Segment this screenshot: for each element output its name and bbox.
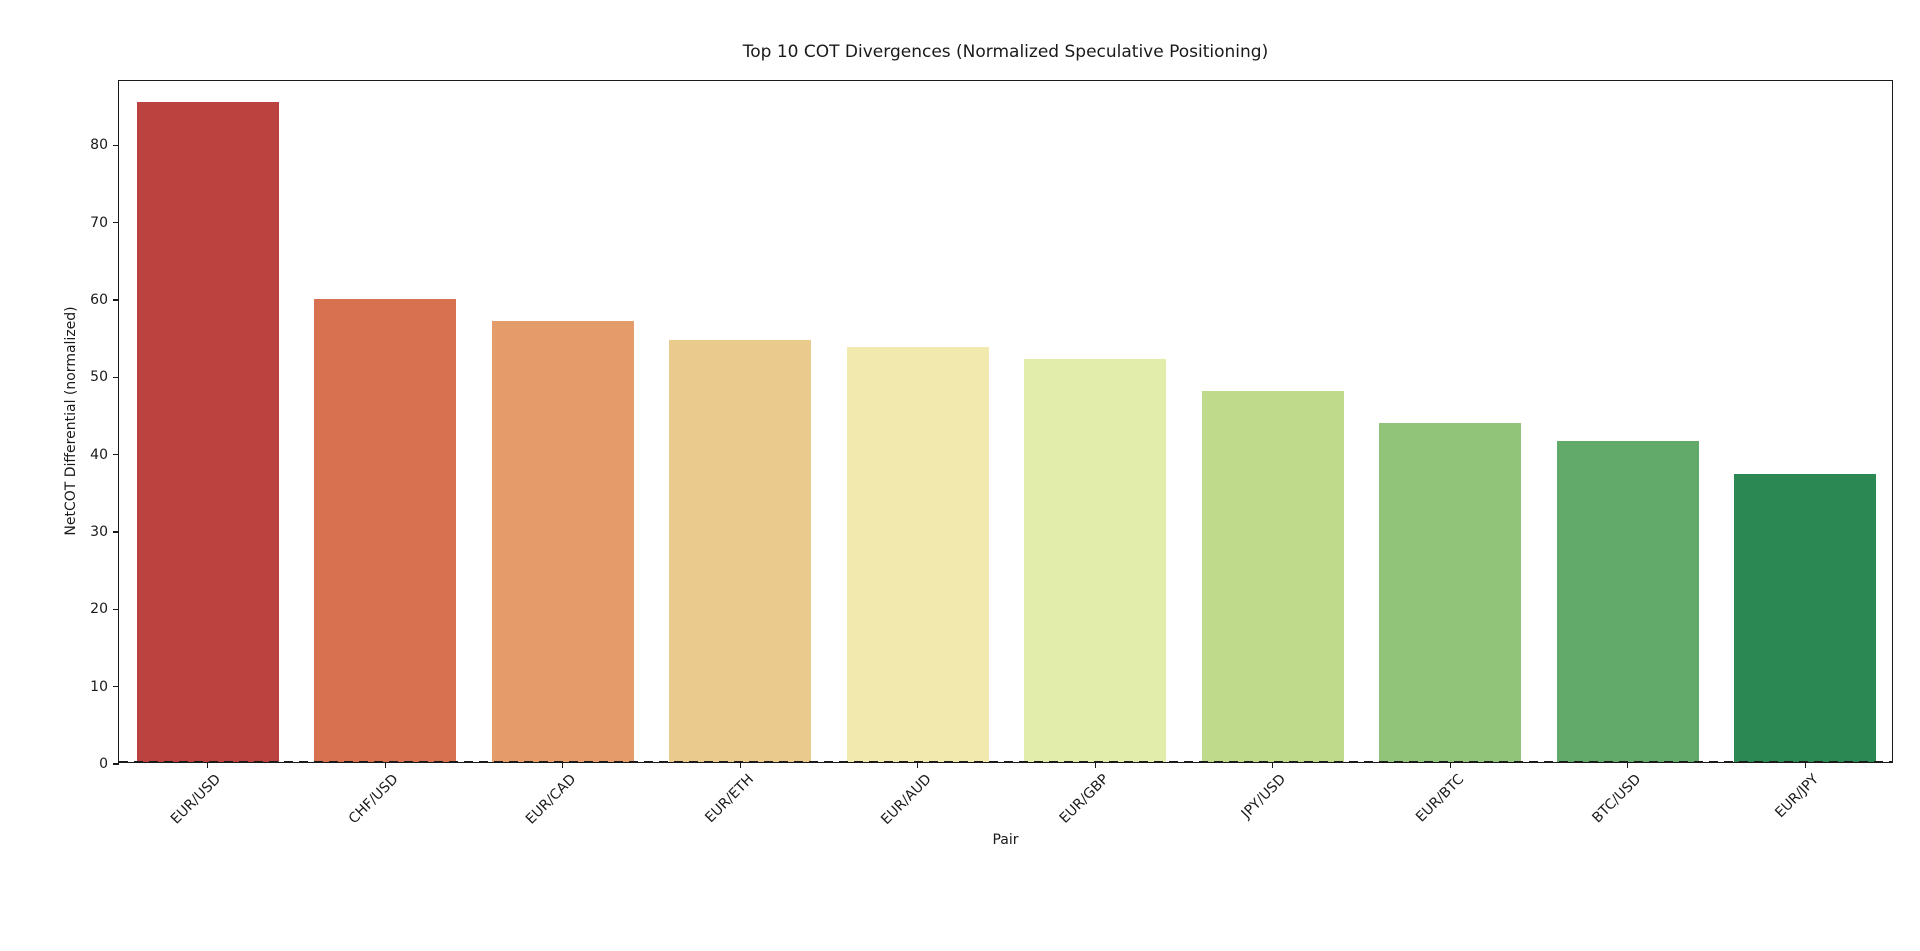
x-tick-label-jpy-usd: JPY/USD <box>1238 771 1290 822</box>
bar-eur-aud <box>846 347 989 762</box>
y-tick-mark-30 <box>113 531 119 533</box>
y-tick-mark-10 <box>113 685 119 688</box>
y-tick-label-40: 40 <box>90 446 108 463</box>
y-tick-label-20: 20 <box>90 601 108 618</box>
x-tick-mark-chf-usd <box>384 762 386 768</box>
x-tick-mark-eur-btc <box>1449 762 1451 768</box>
chart-title: Top 10 COT Divergences (Normalized Specu… <box>742 42 1269 62</box>
bar-eur-usd <box>136 102 279 762</box>
plot-area: 0 10 20 30 40 50 60 70 80 EUR/USD CHF/USD EUR/CAD E… <box>90 80 1893 828</box>
y-tick-label-50: 50 <box>90 369 108 386</box>
x-tick-mark-btc-usd <box>1627 762 1629 768</box>
x-tick-label-chf-usd: CHF/USD <box>345 771 402 828</box>
bar-eur-btc <box>1379 423 1522 762</box>
bar-eur-jpy <box>1734 474 1877 762</box>
y-tick-mark-80 <box>113 144 119 146</box>
x-tick-label-eur-btc: EUR/BTC <box>1412 771 1467 826</box>
x-tick-mark-eur-eth <box>739 762 741 768</box>
x-tick-mark-eur-jpy <box>1804 762 1806 768</box>
y-tick-mark-70 <box>113 221 119 224</box>
zero-dashed-line <box>119 761 1892 763</box>
y-axis-label: NetCOT Differential (normalized) <box>63 306 79 536</box>
y-tick-label-0: 0 <box>99 756 108 772</box>
y-tick-label-60: 60 <box>90 291 108 308</box>
bar-eur-cad <box>491 321 634 762</box>
x-tick-mark-eur-aud <box>917 762 919 768</box>
y-tick-mark-60 <box>113 299 119 301</box>
x-tick-label-btc-usd: BTC/USD <box>1589 771 1645 827</box>
x-tick-mark-jpy-usd <box>1272 762 1274 768</box>
x-axis-label: Pair <box>992 832 1019 848</box>
bar-btc-usd <box>1556 441 1699 762</box>
y-tick-label-10: 10 <box>90 678 108 695</box>
x-tick-label-eur-cad: EUR/CAD <box>523 771 580 828</box>
y-tick-mark-40 <box>113 453 119 456</box>
bar-eur-gbp <box>1024 359 1167 762</box>
x-tick-mark-eur-usd <box>207 762 209 768</box>
x-tick-mark-eur-cad <box>562 762 564 768</box>
bar-eur-eth <box>669 340 812 762</box>
y-tick-label-30: 30 <box>90 523 108 540</box>
bar-chf-usd <box>314 299 457 762</box>
x-tick-label-eur-eth: EUR/ETH <box>702 771 757 827</box>
y-tick-mark-0 <box>113 763 119 765</box>
bar-jpy-usd <box>1201 391 1344 762</box>
y-tick-mark-50 <box>113 376 119 378</box>
x-tick-mark-eur-gbp <box>1094 762 1096 768</box>
y-tick-label-70: 70 <box>90 214 108 231</box>
y-tick-label-80: 80 <box>90 137 108 154</box>
x-tick-label-eur-gbp: EUR/GBP <box>1056 771 1112 827</box>
x-tick-label-eur-jpy: EUR/JPY <box>1772 771 1822 822</box>
x-tick-label-eur-usd: EUR/USD <box>168 771 225 828</box>
y-tick-mark-20 <box>113 608 119 610</box>
x-tick-label-eur-aud: EUR/AUD <box>877 771 935 828</box>
